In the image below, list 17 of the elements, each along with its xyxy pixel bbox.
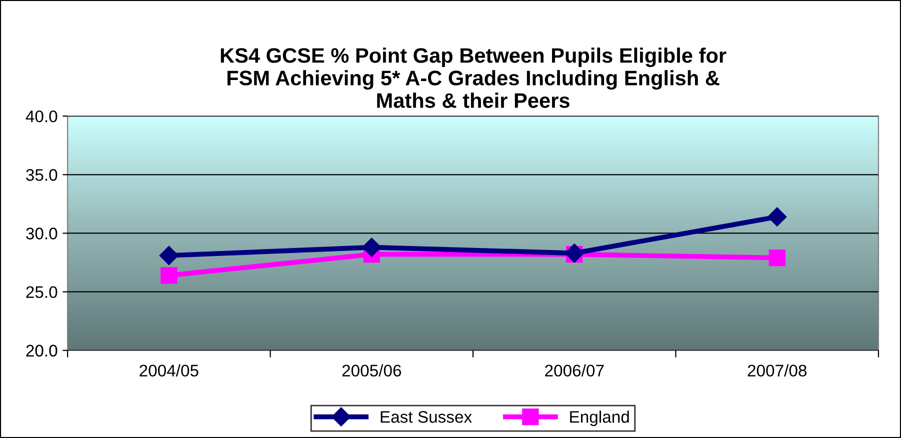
legend-label: England [570,410,629,426]
point [159,246,178,266]
y-tick-label: 25.0 [26,286,58,298]
point [362,238,382,257]
chart-title: KS4 GCSE % Point Gap Between Pupils Eligible for FSM Achieving 5* A-C Grades Including English & Maths & their Peers [220,48,726,108]
y-tick-label: 40.0 [26,110,58,122]
y-tick-label: 30.0 [26,228,58,240]
x-tick-label: 2004/05 [140,364,198,377]
legend-label: East Sussex [380,411,472,423]
x-tick-label: 2005/06 [342,364,402,377]
x-tick-label: 2007/08 [748,364,807,377]
x-tick-label: 2006/07 [545,364,604,377]
point [160,267,178,284]
y-tick-label: 35.0 [26,169,58,181]
y-tick-label: 20.0 [26,344,58,357]
point [768,207,787,226]
point [768,250,786,266]
